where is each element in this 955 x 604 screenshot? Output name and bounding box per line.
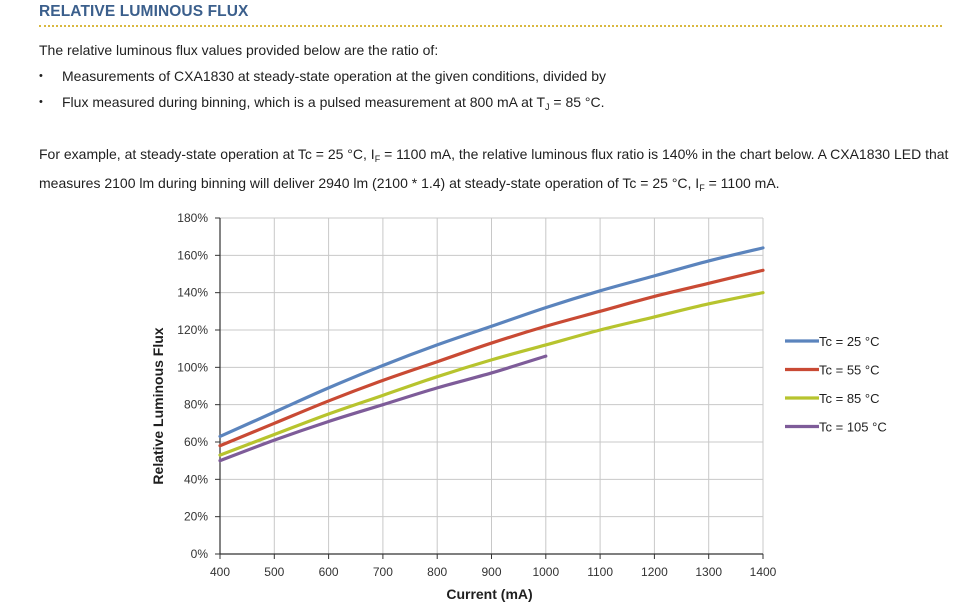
relative-flux-chart: 0% 20% 40% 60% 80% 100% 120% 140% 160% 180% 400 500… <box>150 211 887 602</box>
example-paragraph: For example, at steady-state operation a… <box>39 146 949 193</box>
section-title: RELATIVE LUMINOUS FLUX <box>39 3 249 20</box>
y-tick-label: 120% <box>177 323 208 337</box>
legend-label: Tc = 55 °C <box>819 363 879 378</box>
bullet-text: Measurements of CXA1830 at steady-state … <box>62 68 606 84</box>
title-divider <box>39 25 942 27</box>
series-line <box>218 291 765 457</box>
bullet-text: Flux measured during binning, which is a… <box>62 94 605 112</box>
x-tick-label: 1000 <box>532 565 559 579</box>
chart-legend: Tc = 25 °C Tc = 55 °C Tc = 85 °C Tc = 105 °… <box>785 334 887 435</box>
y-tick-label: 40% <box>184 472 208 486</box>
x-tick-label: 800 <box>427 565 447 579</box>
x-axis-title: Current (mA) <box>446 586 532 602</box>
y-tick-label: 60% <box>184 435 208 449</box>
x-tick-label: 600 <box>319 565 339 579</box>
x-tick-label: 1400 <box>750 565 777 579</box>
chart-grid <box>220 217 764 554</box>
chart-series <box>218 246 765 463</box>
y-tick-label: 140% <box>177 286 208 300</box>
x-tick-label: 900 <box>481 565 501 579</box>
series-line <box>218 246 765 438</box>
x-tick-label: 500 <box>264 565 284 579</box>
x-tick-label: 400 <box>210 565 230 579</box>
y-axis-title: Relative Luminous Flux <box>150 327 166 484</box>
x-tick-label: 1300 <box>695 565 722 579</box>
x-tick-label: 1100 <box>587 565 613 579</box>
series-line <box>218 354 548 463</box>
y-tick-label: 80% <box>184 398 208 412</box>
y-tick-label: 180% <box>177 211 208 225</box>
legend-label: Tc = 105 °C <box>819 420 887 435</box>
chart-ticks: 0% 20% 40% 60% 80% 100% 120% 140% 160% 180% 400 500… <box>177 211 776 579</box>
bullet-dot: • <box>39 70 43 82</box>
legend-label: Tc = 85 °C <box>819 391 879 406</box>
bullet-dot: • <box>39 96 43 108</box>
y-tick-label: 100% <box>177 360 208 374</box>
legend-label: Tc = 25 °C <box>819 334 879 349</box>
x-tick-label: 1200 <box>641 565 668 579</box>
x-tick-label: 700 <box>373 565 393 579</box>
y-tick-label: 20% <box>184 510 208 524</box>
y-tick-label: 160% <box>177 248 208 262</box>
intro-text: The relative luminous flux values provid… <box>39 42 439 58</box>
y-tick-label: 0% <box>191 547 209 561</box>
series-line <box>218 268 765 448</box>
